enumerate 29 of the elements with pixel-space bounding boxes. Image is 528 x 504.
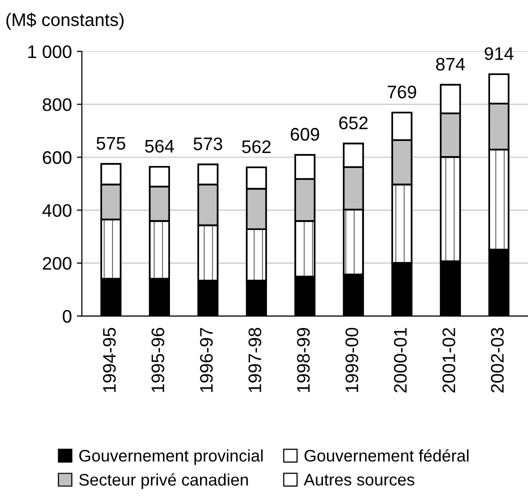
x-tick-label: 1999-00: [345, 328, 358, 392]
y-tick-label: 0: [62, 310, 72, 323]
x-tick-label: 2000-01: [394, 328, 407, 392]
total-label: 564: [145, 140, 174, 153]
x-tick-label: 1995-96: [151, 328, 164, 392]
total-label: 575: [96, 137, 126, 150]
legend-label: Secteur privé canadien: [79, 473, 248, 489]
legend-label: Gouvernement fédéral: [304, 449, 468, 462]
x-tick-label: 1997-98: [248, 328, 262, 392]
y-tick-label: 400: [42, 204, 72, 217]
total-label: 769: [388, 86, 416, 98]
x-tick-label: 1994-95: [103, 328, 116, 392]
x-tick-label: 2002-03: [490, 328, 504, 392]
y-axis-title: (M$ constants): [6, 12, 124, 30]
total-label: 609: [290, 128, 320, 141]
x-tick-label: 1996-97: [200, 328, 213, 392]
legend-label: Autres sources: [304, 474, 414, 486]
y-tick-label: 600: [42, 151, 72, 164]
total-label: 914: [484, 47, 514, 60]
y-tick-label: 1 000: [28, 45, 72, 58]
total-label: 874: [436, 58, 465, 71]
x-tick-label: 1998-99: [296, 328, 310, 392]
legend-label: Gouvernement provincial: [79, 449, 263, 465]
x-tick-label: 2001-02: [442, 328, 456, 392]
total-label: 573: [194, 137, 222, 150]
total-label: 562: [242, 140, 271, 154]
y-tick-label: 200: [42, 257, 72, 270]
y-tick-label: 800: [42, 98, 72, 112]
total-label: 652: [339, 116, 368, 130]
